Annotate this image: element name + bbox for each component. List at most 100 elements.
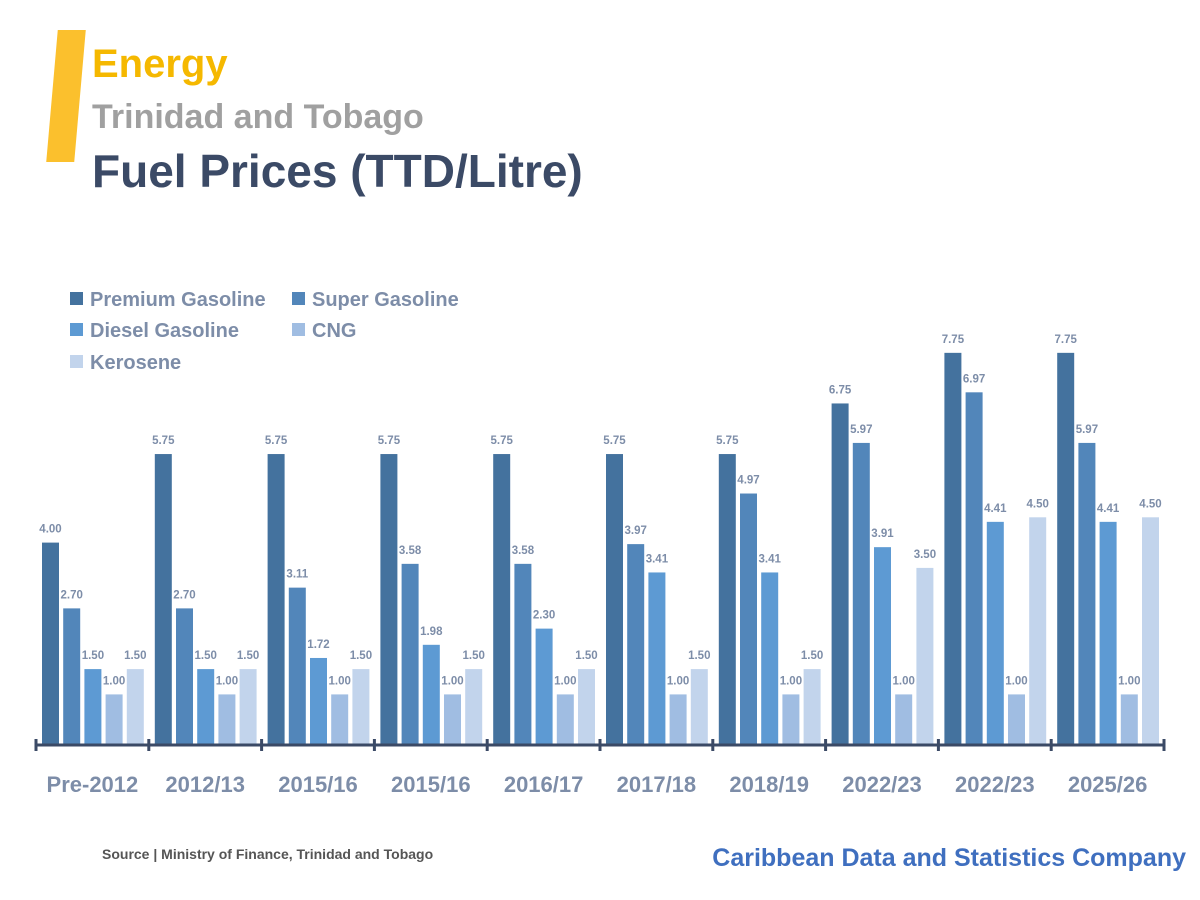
bar bbox=[154, 454, 172, 745]
data-label: 5.75 bbox=[378, 435, 401, 447]
bar bbox=[422, 644, 440, 745]
bar bbox=[831, 403, 849, 745]
data-label: 1.00 bbox=[554, 675, 576, 687]
bar bbox=[761, 572, 779, 745]
bar bbox=[690, 669, 708, 745]
data-label: 3.11 bbox=[286, 569, 308, 581]
bar bbox=[126, 669, 144, 745]
bar bbox=[916, 567, 934, 745]
page-title: Fuel Prices (TTD/Litre) bbox=[92, 145, 583, 197]
data-label: 7.75 bbox=[942, 334, 965, 346]
data-label: 1.50 bbox=[688, 650, 710, 662]
data-label: 1.50 bbox=[463, 650, 485, 662]
bar bbox=[1078, 442, 1096, 745]
legend-swatch bbox=[70, 292, 83, 305]
bar bbox=[1008, 694, 1025, 745]
data-label: 1.50 bbox=[195, 650, 217, 662]
x-tick-label: 2015/16 bbox=[278, 772, 358, 797]
legend-label: CNG bbox=[312, 320, 356, 342]
legend-swatch bbox=[70, 355, 83, 368]
data-label: 5.75 bbox=[265, 435, 288, 447]
data-label: 4.97 bbox=[737, 475, 759, 487]
data-label: 1.00 bbox=[1118, 675, 1140, 687]
data-label: 5.75 bbox=[491, 435, 514, 447]
bar bbox=[740, 493, 757, 745]
data-label: 1.50 bbox=[801, 650, 823, 662]
data-label: 1.00 bbox=[329, 675, 351, 687]
data-label: 1.00 bbox=[103, 675, 125, 687]
data-label: 3.91 bbox=[871, 528, 894, 540]
data-label: 1.50 bbox=[124, 650, 146, 662]
bar bbox=[444, 694, 461, 745]
data-label: 1.98 bbox=[420, 626, 443, 638]
legend-swatch bbox=[70, 323, 83, 336]
data-label: 4.50 bbox=[1139, 498, 1161, 510]
data-label: 7.75 bbox=[1055, 334, 1078, 346]
bar bbox=[42, 542, 59, 745]
data-label: 1.50 bbox=[350, 650, 372, 662]
legend-label: Kerosene bbox=[90, 352, 181, 374]
data-label: 2.30 bbox=[533, 610, 555, 622]
bar bbox=[669, 694, 687, 745]
legend-label: Diesel Gasoline bbox=[90, 320, 239, 342]
x-tick-label: 2025/26 bbox=[1068, 772, 1148, 797]
bar bbox=[331, 694, 349, 745]
bar bbox=[352, 669, 370, 745]
data-label: 4.50 bbox=[1027, 498, 1049, 510]
bar bbox=[1120, 694, 1138, 745]
data-label: 1.50 bbox=[575, 650, 597, 662]
bar bbox=[1099, 521, 1117, 745]
bar bbox=[380, 454, 398, 745]
bar bbox=[606, 454, 623, 745]
legend-swatch bbox=[292, 323, 305, 336]
bar bbox=[63, 608, 81, 745]
data-label: 4.41 bbox=[1097, 503, 1120, 515]
bar bbox=[986, 521, 1004, 745]
data-label: 6.75 bbox=[829, 384, 852, 396]
bar bbox=[197, 669, 215, 745]
data-label: 1.50 bbox=[82, 650, 104, 662]
x-tick-label: 2022/23 bbox=[955, 772, 1035, 797]
legend-swatch bbox=[292, 292, 305, 305]
x-tick-label: 2022/23 bbox=[842, 772, 922, 797]
bar bbox=[493, 454, 511, 745]
country-label: Trinidad and Tobago bbox=[92, 98, 424, 136]
bar bbox=[782, 694, 800, 745]
data-label: 5.97 bbox=[1076, 424, 1098, 436]
bar bbox=[535, 628, 553, 745]
bar bbox=[852, 442, 870, 745]
x-tick-label: 2015/16 bbox=[391, 772, 471, 797]
x-tick-label: 2017/18 bbox=[617, 772, 697, 797]
data-label: 1.00 bbox=[216, 675, 238, 687]
data-label: 2.70 bbox=[61, 589, 83, 601]
data-label: 5.75 bbox=[603, 435, 626, 447]
legend-label: Super Gasoline bbox=[312, 289, 459, 311]
bar bbox=[944, 352, 962, 745]
bar bbox=[965, 392, 983, 745]
bar bbox=[1029, 517, 1047, 745]
data-label: 3.50 bbox=[914, 549, 936, 561]
data-label: 5.97 bbox=[850, 424, 872, 436]
x-tick-label: 2012/13 bbox=[165, 772, 245, 797]
bar bbox=[84, 669, 102, 745]
data-label: 1.72 bbox=[307, 639, 329, 651]
bar bbox=[627, 544, 645, 745]
bar bbox=[514, 563, 532, 745]
bar bbox=[718, 454, 736, 745]
data-label: 1.00 bbox=[667, 675, 689, 687]
data-label: 1.50 bbox=[237, 650, 259, 662]
data-label: 3.97 bbox=[625, 525, 647, 537]
source-note: Source | Ministry of Finance, Trinidad a… bbox=[102, 846, 434, 862]
bar bbox=[267, 454, 285, 745]
bar bbox=[648, 572, 666, 745]
data-label: 6.97 bbox=[963, 373, 985, 385]
bar bbox=[401, 563, 419, 745]
bar bbox=[1142, 517, 1159, 745]
bar bbox=[803, 669, 821, 745]
bar bbox=[288, 587, 306, 745]
bar bbox=[239, 669, 257, 745]
data-label: 4.41 bbox=[984, 503, 1007, 515]
data-label: 1.00 bbox=[441, 675, 463, 687]
data-label: 1.00 bbox=[1005, 675, 1027, 687]
